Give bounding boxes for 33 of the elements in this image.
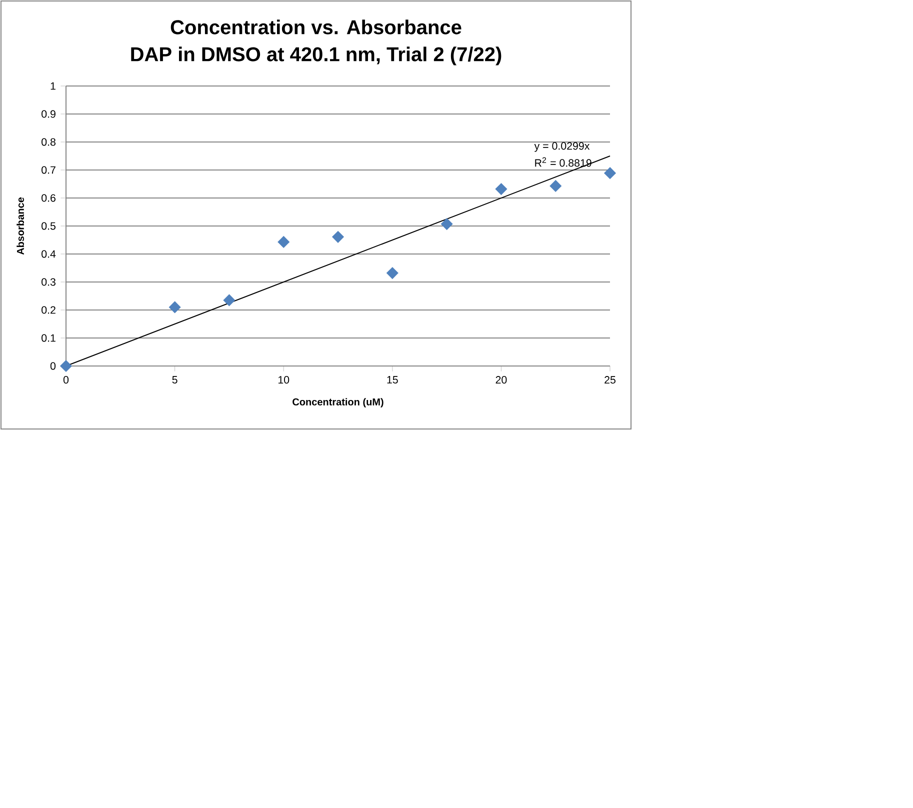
point (604, 167, 616, 180)
y-tick-label: 0.7 (42, 166, 56, 174)
x-tick-label: 20 (496, 376, 507, 384)
x-tick-label: 10 (278, 376, 290, 384)
y-tick-label: 0.2 (42, 306, 56, 314)
x-tick-label: 5 (172, 376, 178, 384)
x-tick-label: 0 (63, 376, 69, 384)
annotation: R$^{2}$ = 0.8819 (535, 157, 592, 167)
point (386, 267, 398, 279)
x-tick-label: 25 (604, 376, 616, 384)
y-tick-label: 0.1 (42, 334, 56, 342)
y-axis-title: Absorbance (16, 197, 24, 255)
point (550, 180, 562, 192)
y-tick-label: 1 (50, 82, 56, 90)
point (60, 360, 72, 372)
y-tick-label: 0.6 (42, 194, 56, 202)
chart-title: Concentration vs. Absorbance (170, 20, 462, 34)
y-tick-label: 0.9 (42, 110, 56, 118)
y-tick-label: 0.4 (42, 250, 56, 258)
point (168, 301, 181, 314)
point (495, 183, 508, 195)
point (440, 218, 453, 230)
annotation: y = 0.0299x (534, 142, 590, 152)
y-tick-label: 0 (50, 362, 56, 370)
chart-subtitle: DAP in DMSO at 420.1 nm, Trial 2 (7/22) (131, 46, 502, 66)
point (278, 236, 290, 248)
point (332, 230, 344, 243)
y-tick-label: 0.3 (42, 278, 56, 286)
x-tick-label: 15 (387, 376, 398, 384)
point (223, 294, 236, 306)
x-axis-title: Concentration (uM) (292, 398, 384, 408)
y-tick-label: 0.8 (42, 138, 56, 146)
y-tick-label: 0.5 (42, 222, 56, 230)
